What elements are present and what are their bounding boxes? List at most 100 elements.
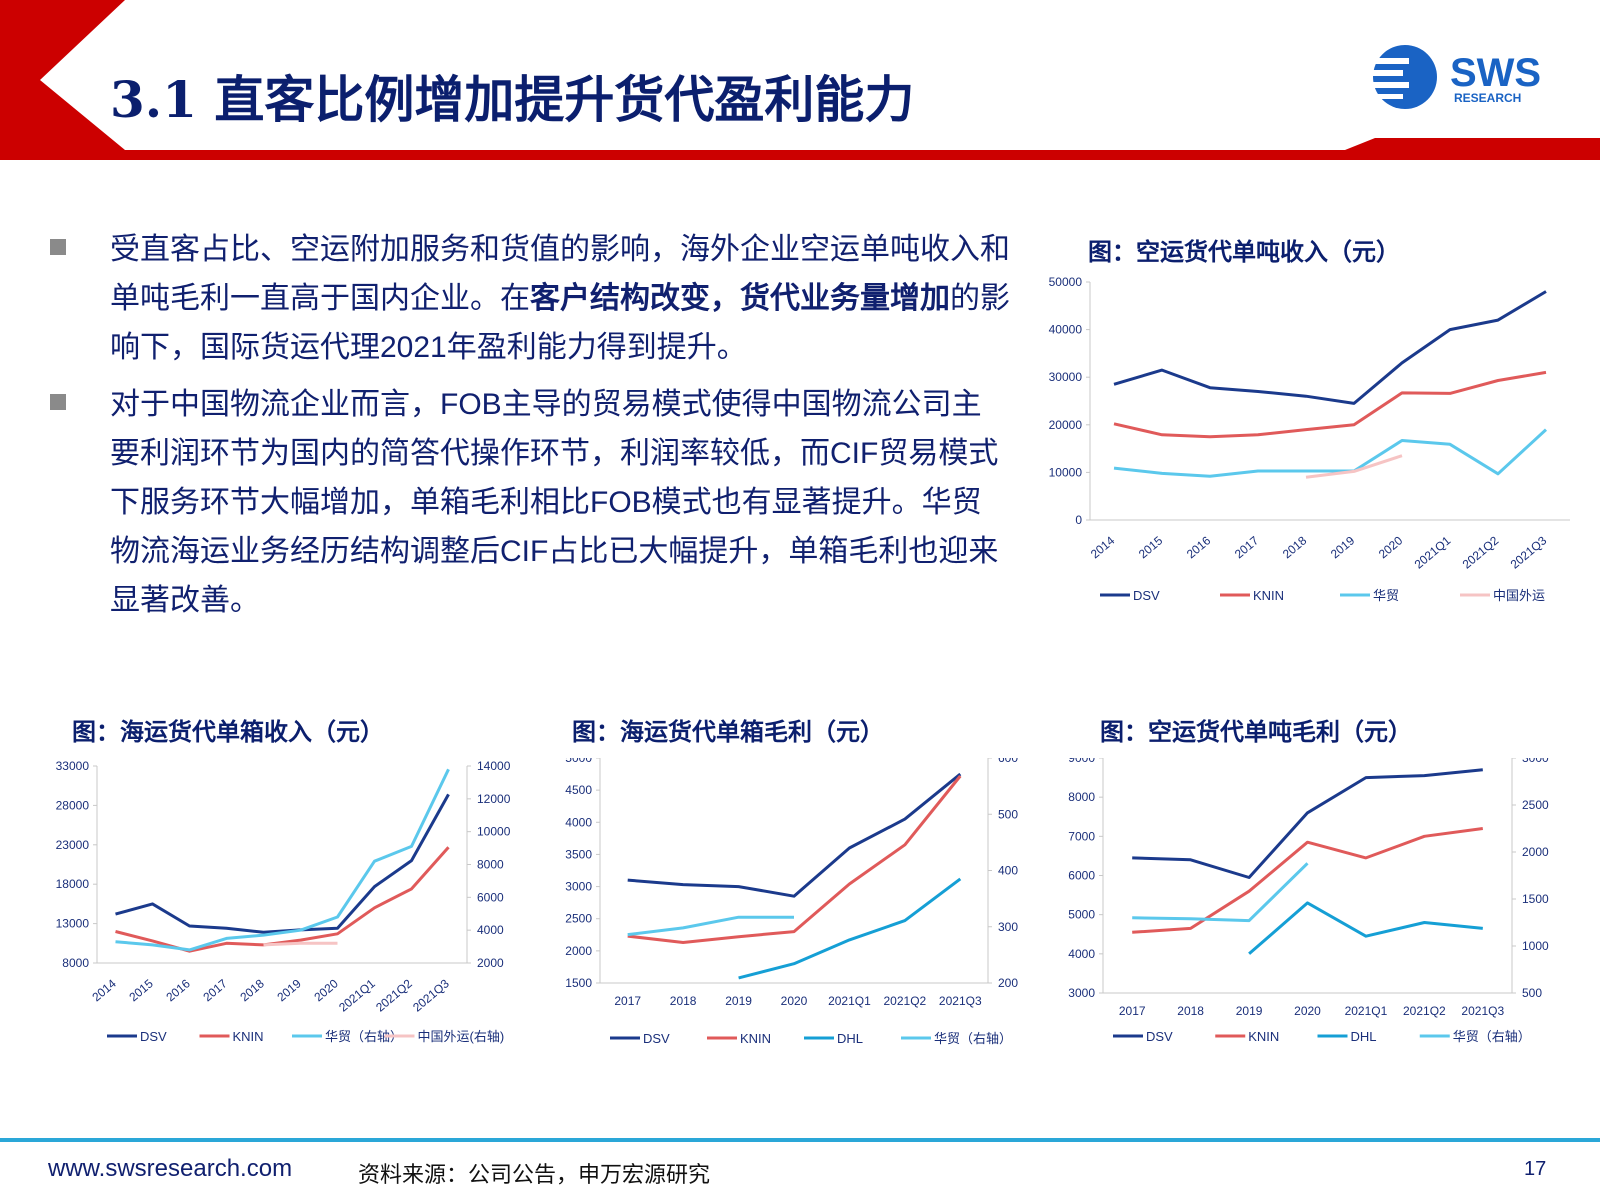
series-line-DSV bbox=[115, 793, 450, 934]
legend-label: 中国外运 bbox=[1493, 588, 1545, 603]
x-tick-label: 2018 bbox=[1177, 1004, 1204, 1018]
series-line-DSV bbox=[1113, 290, 1547, 405]
x-tick-label: 2020 bbox=[311, 976, 341, 1004]
y-tick-label: 4000 bbox=[1068, 947, 1095, 961]
series-line-华贸 bbox=[627, 915, 794, 937]
y-tick-label: 33000 bbox=[56, 759, 90, 773]
y-tick-label: 30000 bbox=[1049, 370, 1083, 384]
x-tick-label: 2020 bbox=[1376, 533, 1406, 561]
legend-label: KNIN bbox=[1248, 1029, 1279, 1044]
chart-sea-margin: 1500 2000 2500 3000 3500 4000 4500 5000 200 300 40… bbox=[565, 758, 1018, 1046]
series-line-中国外运 bbox=[263, 941, 338, 947]
x-tick-label: 2020 bbox=[1294, 1004, 1321, 1018]
x-tick-label: 2017 bbox=[200, 976, 230, 1004]
y-tick-label: 10000 bbox=[1049, 465, 1083, 479]
bullet-square-icon bbox=[50, 394, 66, 410]
x-tick-label: 2021Q3 bbox=[1461, 1004, 1504, 1018]
y-tick-label: 23000 bbox=[56, 838, 90, 852]
series-line-KNIN bbox=[1113, 370, 1547, 439]
legend-label: DHL bbox=[1351, 1029, 1377, 1044]
svg-text:RESEARCH: RESEARCH bbox=[1454, 91, 1521, 105]
footer-divider bbox=[0, 1138, 1600, 1142]
y2-tick-label: 1000 bbox=[1522, 939, 1549, 953]
x-tick-label: 2021Q2 bbox=[1403, 1004, 1446, 1018]
x-tick-label: 2021Q1 bbox=[1412, 533, 1454, 571]
x-tick-label: 2017 bbox=[614, 994, 641, 1008]
x-tick-label: 2014 bbox=[89, 976, 119, 1004]
y2-tick-label: 500 bbox=[998, 807, 1018, 821]
y-tick-label: 8000 bbox=[1068, 790, 1095, 804]
y2-tick-label: 2000 bbox=[477, 956, 504, 970]
x-tick-label: 2019 bbox=[1328, 533, 1358, 561]
x-tick-label: 2014 bbox=[1088, 533, 1118, 561]
header-band bbox=[0, 0, 1600, 160]
legend-label: DSV bbox=[140, 1029, 167, 1044]
series-line-KNIN bbox=[627, 775, 962, 944]
x-tick-label: 2021Q1 bbox=[1345, 1004, 1388, 1018]
y-tick-label: 3000 bbox=[565, 880, 592, 894]
bullet-1: 受直客占比、空运附加服务和货值的影响，海外企业空运单吨收入和单吨毛利一直高于国内… bbox=[50, 225, 1010, 372]
series-line-KNIN bbox=[1132, 827, 1483, 934]
slide-title: 3.1 直客比例增加提升货代盈利能力 bbox=[110, 70, 915, 129]
page-number: 17 bbox=[1524, 1158, 1547, 1180]
y2-tick-label: 2000 bbox=[1522, 845, 1549, 859]
x-tick-label: 2021Q3 bbox=[1508, 533, 1550, 571]
y2-tick-label: 6000 bbox=[477, 890, 504, 904]
x-tick-label: 2017 bbox=[1119, 1004, 1146, 1018]
y-tick-label: 5000 bbox=[1068, 908, 1095, 922]
y-tick-label: 3500 bbox=[565, 847, 592, 861]
legend-label: KNIN bbox=[740, 1031, 771, 1046]
x-tick-label: 2021Q3 bbox=[939, 994, 982, 1008]
legend-label: KNIN bbox=[1253, 588, 1284, 603]
y2-tick-label: 200 bbox=[998, 976, 1018, 990]
series-line-华贸 bbox=[1132, 862, 1309, 923]
y-tick-label: 0 bbox=[1075, 513, 1082, 527]
bullet-square-icon bbox=[50, 239, 66, 255]
x-tick-label: 2015 bbox=[1136, 533, 1166, 561]
y2-tick-label: 300 bbox=[998, 920, 1018, 934]
footer-source: 资料来源：公司公告，申万宏源研究 bbox=[358, 1163, 711, 1188]
legend-label: DHL bbox=[837, 1031, 863, 1046]
x-tick-label: 2020 bbox=[781, 994, 808, 1008]
y-tick-label: 8000 bbox=[62, 956, 89, 970]
legend-label: 中国外运(右轴) bbox=[418, 1029, 505, 1044]
chart-title-air-margin: 图：空运货代单吨毛利（元） bbox=[1100, 719, 1412, 746]
x-tick-label: 2021Q1 bbox=[828, 994, 871, 1008]
y-tick-label: 28000 bbox=[56, 798, 90, 812]
chart-air-revenue: 0 10000 20000 30000 40000 50000 2014 2015 2016 20… bbox=[1049, 275, 1570, 603]
chart-title-air-revenue: 图：空运货代单吨收入（元） bbox=[1088, 239, 1400, 266]
x-tick-label: 2021Q3 bbox=[410, 976, 452, 1014]
y-tick-label: 13000 bbox=[56, 917, 90, 931]
y-tick-label: 1500 bbox=[565, 976, 592, 990]
series-line-中国外运 bbox=[1305, 454, 1403, 479]
series-line-DHL bbox=[1248, 901, 1483, 955]
y-tick-label: 40000 bbox=[1049, 323, 1083, 337]
chart-title-sea-revenue: 图：海运货代单箱收入（元） bbox=[72, 719, 384, 746]
legend-label: 华贸 bbox=[1373, 588, 1399, 603]
legend-label: DSV bbox=[1133, 588, 1160, 603]
legend-label: DSV bbox=[1146, 1029, 1173, 1044]
series-line-DSV bbox=[1132, 768, 1483, 879]
y2-tick-label: 10000 bbox=[477, 825, 511, 839]
legend-label: DSV bbox=[643, 1031, 670, 1046]
footer-url[interactable]: www.swsresearch.com bbox=[48, 1155, 293, 1182]
y2-tick-label: 400 bbox=[998, 864, 1018, 878]
y2-tick-label: 4000 bbox=[477, 923, 504, 937]
y2-tick-label: 1500 bbox=[1522, 892, 1549, 906]
y2-tick-label: 14000 bbox=[477, 759, 511, 773]
y2-tick-label: 500 bbox=[1522, 986, 1542, 1000]
chart-air-margin: 3000 4000 5000 6000 7000 8000 9000 500 1000 1500 2… bbox=[1068, 758, 1549, 1044]
y-tick-label: 6000 bbox=[1068, 869, 1095, 883]
series-line-KNIN bbox=[115, 846, 450, 953]
x-tick-label: 2016 bbox=[163, 976, 193, 1004]
y-tick-label: 4500 bbox=[565, 783, 592, 797]
y-tick-label: 3000 bbox=[1068, 986, 1095, 1000]
x-tick-label: 2018 bbox=[670, 994, 697, 1008]
series-line-华贸 bbox=[1113, 428, 1548, 478]
x-tick-label: 2018 bbox=[237, 976, 267, 1004]
y-tick-label: 18000 bbox=[56, 877, 90, 891]
y-tick-label: 20000 bbox=[1049, 418, 1083, 432]
y2-tick-label: 3000 bbox=[1522, 758, 1549, 765]
legend-label: 华贸（右轴） bbox=[325, 1029, 403, 1044]
x-tick-label: 2019 bbox=[725, 994, 752, 1008]
